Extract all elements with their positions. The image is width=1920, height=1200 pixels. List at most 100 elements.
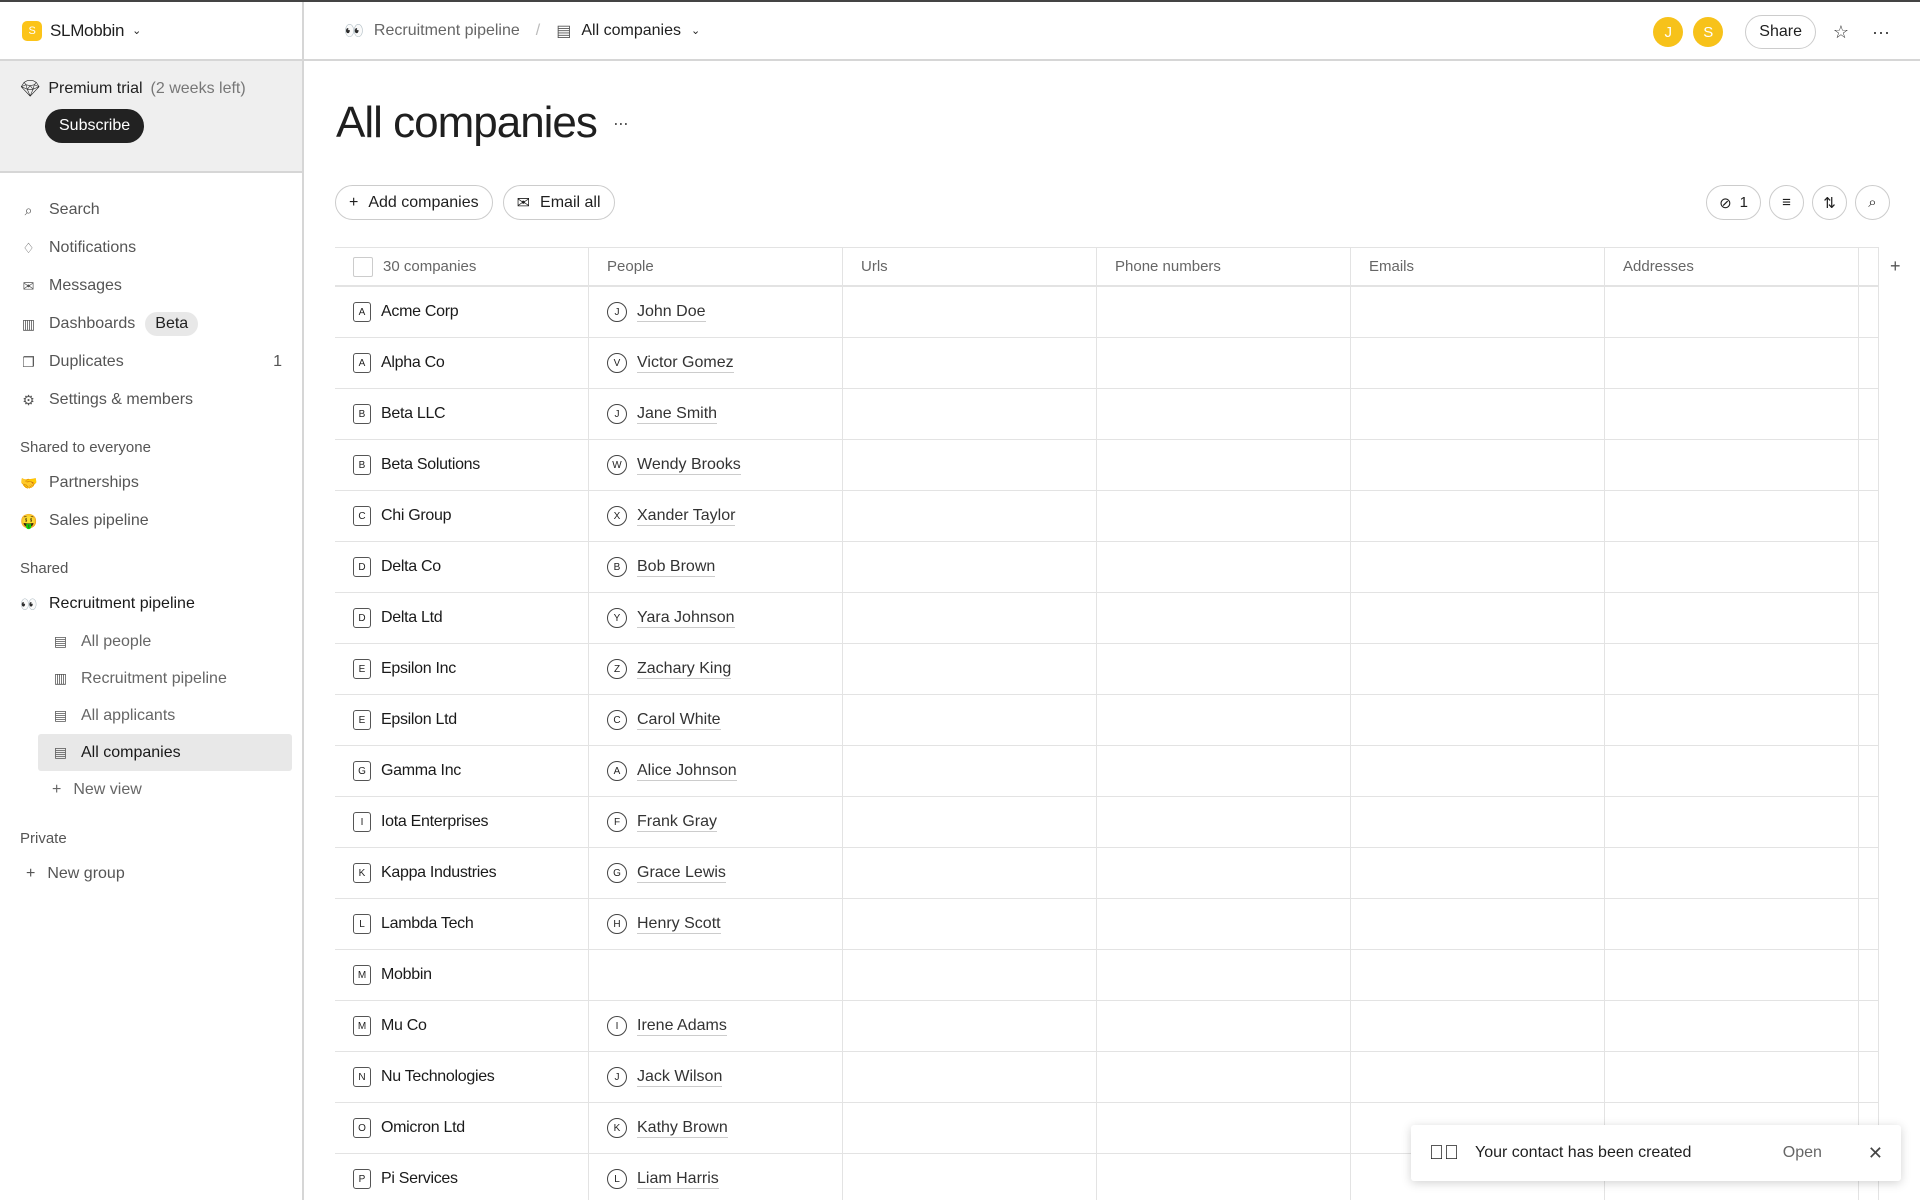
table-row[interactable]: K Kappa Industries G Grace Lewis (335, 848, 1879, 899)
empty-cell[interactable] (1859, 1001, 1879, 1051)
sidebar-view[interactable]: ▥ Recruitment pipeline (0, 660, 302, 697)
empty-cell[interactable] (843, 1154, 1097, 1200)
sidebar-item-search[interactable]: ⌕ Search (0, 191, 302, 229)
people-cell[interactable]: W Wendy Brooks (589, 440, 843, 490)
empty-cell[interactable] (1351, 1001, 1605, 1051)
new-group-button[interactable]: + New group (0, 855, 302, 893)
company-cell[interactable]: A Alpha Co (335, 338, 589, 388)
hidden-fields-button[interactable]: ⊘ 1 (1706, 185, 1761, 220)
column-header[interactable]: Urls (843, 248, 1097, 285)
empty-cell[interactable] (1351, 950, 1605, 1000)
empty-cell[interactable] (1351, 797, 1605, 847)
empty-cell[interactable] (1097, 287, 1351, 337)
empty-cell[interactable] (1859, 848, 1879, 898)
table-row[interactable]: O Omicron Ltd K Kathy Brown (335, 1103, 1879, 1154)
person-link[interactable]: Irene Adams (637, 1016, 727, 1036)
empty-cell[interactable] (843, 389, 1097, 439)
table-row[interactable]: D Delta Co B Bob Brown (335, 542, 1879, 593)
company-cell[interactable]: N Nu Technologies (335, 1052, 589, 1102)
people-cell[interactable]: B Bob Brown (589, 542, 843, 592)
add-column-button[interactable]: + (1890, 256, 1901, 276)
company-cell[interactable]: O Omicron Ltd (335, 1103, 589, 1153)
empty-cell[interactable] (1097, 695, 1351, 745)
company-cell[interactable]: P Pi Services (335, 1154, 589, 1200)
company-cell[interactable]: D Delta Ltd (335, 593, 589, 643)
company-cell[interactable]: K Kappa Industries (335, 848, 589, 898)
person-link[interactable]: Bob Brown (637, 557, 716, 577)
star-icon[interactable]: ☆ (1832, 21, 1850, 42)
empty-cell[interactable] (1097, 491, 1351, 541)
empty-cell[interactable] (1605, 389, 1859, 439)
empty-cell[interactable] (1859, 389, 1879, 439)
empty-cell[interactable] (1859, 899, 1879, 949)
empty-cell[interactable] (1605, 491, 1859, 541)
person-link[interactable]: Xander Taylor (637, 506, 736, 526)
sidebar-item-settings[interactable]: ⚙ Settings & members (0, 381, 302, 419)
person-link[interactable]: Zachary King (637, 659, 732, 679)
empty-cell[interactable] (1097, 338, 1351, 388)
empty-cell[interactable] (843, 797, 1097, 847)
column-header[interactable]: Addresses (1605, 248, 1859, 285)
table-row[interactable]: E Epsilon Ltd C Carol White (335, 695, 1879, 746)
empty-cell[interactable] (1097, 542, 1351, 592)
empty-cell[interactable] (843, 1103, 1097, 1153)
empty-cell[interactable] (1351, 644, 1605, 694)
empty-cell[interactable] (1351, 491, 1605, 541)
person-link[interactable]: Grace Lewis (637, 863, 726, 883)
company-cell[interactable]: E Epsilon Ltd (335, 695, 589, 745)
empty-cell[interactable] (1351, 1052, 1605, 1102)
email-all-button[interactable]: ✉ Email all (502, 185, 615, 220)
empty-cell[interactable] (843, 287, 1097, 337)
empty-cell[interactable] (1351, 440, 1605, 490)
empty-cell[interactable] (1097, 1154, 1351, 1200)
person-link[interactable]: John Doe (637, 302, 706, 322)
column-header[interactable]: People (589, 248, 843, 285)
company-cell[interactable]: C Chi Group (335, 491, 589, 541)
empty-cell[interactable] (1859, 491, 1879, 541)
empty-cell[interactable] (1859, 1052, 1879, 1102)
sidebar-group-recruitment[interactable]: 👀 Recruitment pipeline (0, 585, 302, 623)
empty-cell[interactable] (1097, 950, 1351, 1000)
table-row[interactable]: E Epsilon Inc Z Zachary King (335, 644, 1879, 695)
empty-cell[interactable] (1351, 287, 1605, 337)
empty-cell[interactable] (1097, 644, 1351, 694)
company-cell[interactable]: D Delta Co (335, 542, 589, 592)
empty-cell[interactable] (1859, 338, 1879, 388)
add-companies-button[interactable]: + Add companies (335, 185, 493, 220)
empty-cell[interactable] (1097, 1103, 1351, 1153)
people-cell[interactable]: C Carol White (589, 695, 843, 745)
table-row[interactable]: N Nu Technologies J Jack Wilson (335, 1052, 1879, 1103)
person-link[interactable]: Liam Harris (637, 1169, 719, 1189)
empty-cell[interactable] (1859, 593, 1879, 643)
column-header[interactable]: Emails (1351, 248, 1605, 285)
person-link[interactable]: Yara Johnson (637, 608, 735, 628)
empty-cell[interactable] (1605, 899, 1859, 949)
person-link[interactable]: Kathy Brown (637, 1118, 728, 1138)
empty-cell[interactable] (1605, 593, 1859, 643)
empty-cell[interactable] (1605, 848, 1859, 898)
empty-cell[interactable] (1859, 440, 1879, 490)
company-cell[interactable]: M Mu Co (335, 1001, 589, 1051)
sidebar-view[interactable]: ▤ All applicants (0, 697, 302, 734)
filter-button[interactable]: ≡ (1769, 185, 1804, 220)
person-link[interactable]: Frank Gray (637, 812, 718, 832)
company-cell[interactable]: I Iota Enterprises (335, 797, 589, 847)
table-row[interactable]: M Mobbin (335, 950, 1879, 1001)
empty-cell[interactable] (1605, 542, 1859, 592)
empty-cell[interactable] (1097, 1052, 1351, 1102)
people-cell[interactable] (589, 950, 843, 1000)
company-cell[interactable]: B Beta LLC (335, 389, 589, 439)
empty-cell[interactable] (843, 1052, 1097, 1102)
empty-cell[interactable] (843, 899, 1097, 949)
table-row[interactable]: B Beta Solutions W Wendy Brooks (335, 440, 1879, 491)
sidebar-item-list[interactable]: 🤑 Sales pipeline (0, 502, 302, 540)
sidebar-item-dashboards[interactable]: ▥ Dashboards Beta (0, 305, 302, 343)
empty-cell[interactable] (1859, 695, 1879, 745)
column-header[interactable]: Phone numbers (1097, 248, 1351, 285)
person-link[interactable]: Henry Scott (637, 914, 721, 934)
empty-cell[interactable] (1351, 899, 1605, 949)
column-header[interactable] (1859, 248, 1879, 285)
sidebar-item-notifications[interactable]: ♢ Notifications (0, 229, 302, 267)
more-icon[interactable]: ··· (612, 112, 629, 133)
empty-cell[interactable] (1859, 746, 1879, 796)
